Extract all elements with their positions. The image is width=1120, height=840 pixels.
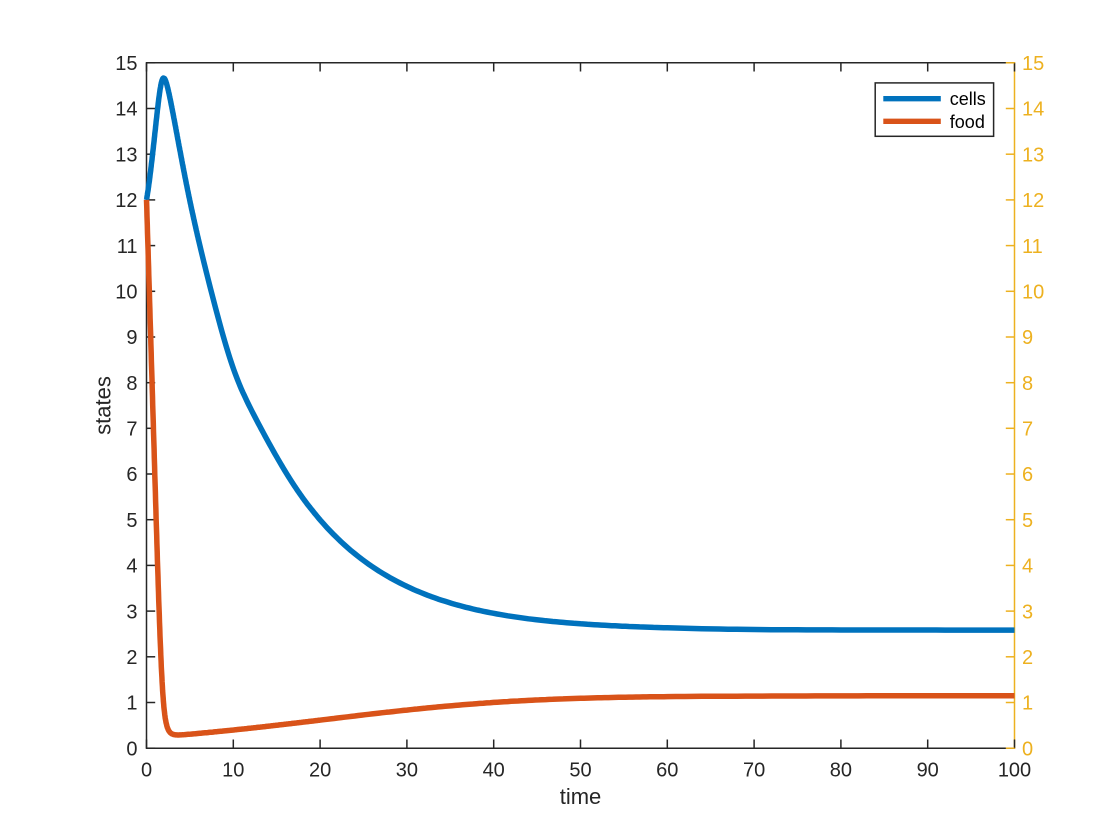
svg-text:100: 100 — [998, 760, 1031, 782]
svg-text:1: 1 — [1022, 693, 1033, 715]
svg-text:80: 80 — [830, 760, 852, 782]
svg-text:11: 11 — [1022, 236, 1043, 258]
svg-text:14: 14 — [1022, 99, 1044, 121]
svg-text:9: 9 — [1022, 327, 1033, 349]
svg-text:3: 3 — [1022, 601, 1033, 623]
svg-text:8: 8 — [1022, 373, 1033, 395]
svg-text:0: 0 — [1022, 738, 1033, 760]
svg-text:food: food — [950, 112, 985, 132]
svg-text:5: 5 — [1022, 510, 1033, 532]
svg-text:1: 1 — [126, 693, 137, 715]
svg-text:time: time — [560, 784, 602, 809]
svg-text:15: 15 — [1022, 53, 1044, 75]
svg-text:7: 7 — [1022, 419, 1033, 441]
svg-text:4: 4 — [1022, 556, 1033, 578]
svg-text:10: 10 — [222, 760, 244, 782]
svg-text:7: 7 — [126, 419, 137, 441]
svg-text:40: 40 — [483, 760, 505, 782]
svg-text:6: 6 — [126, 464, 137, 486]
svg-text:12: 12 — [1022, 190, 1044, 212]
svg-text:15: 15 — [115, 53, 137, 75]
svg-text:12: 12 — [115, 190, 137, 212]
svg-text:states: states — [91, 376, 116, 435]
svg-text:11: 11 — [117, 236, 138, 258]
svg-text:13: 13 — [115, 144, 137, 166]
svg-text:20: 20 — [309, 760, 331, 782]
svg-text:6: 6 — [1022, 464, 1033, 486]
svg-text:14: 14 — [115, 99, 137, 121]
svg-text:4: 4 — [126, 556, 137, 578]
svg-text:2: 2 — [1022, 647, 1033, 669]
svg-text:5: 5 — [126, 510, 137, 532]
svg-text:30: 30 — [396, 760, 418, 782]
svg-text:10: 10 — [1022, 282, 1044, 304]
svg-text:0: 0 — [141, 760, 152, 782]
svg-text:60: 60 — [656, 760, 678, 782]
svg-text:8: 8 — [126, 373, 137, 395]
svg-text:50: 50 — [569, 760, 591, 782]
svg-text:cells: cells — [950, 89, 986, 109]
svg-text:2: 2 — [126, 647, 137, 669]
svg-text:13: 13 — [1022, 144, 1044, 166]
svg-text:0: 0 — [126, 738, 137, 760]
svg-text:10: 10 — [115, 282, 137, 304]
svg-text:3: 3 — [126, 601, 137, 623]
svg-text:9: 9 — [126, 327, 137, 349]
svg-text:90: 90 — [917, 760, 939, 782]
svg-text:70: 70 — [743, 760, 765, 782]
